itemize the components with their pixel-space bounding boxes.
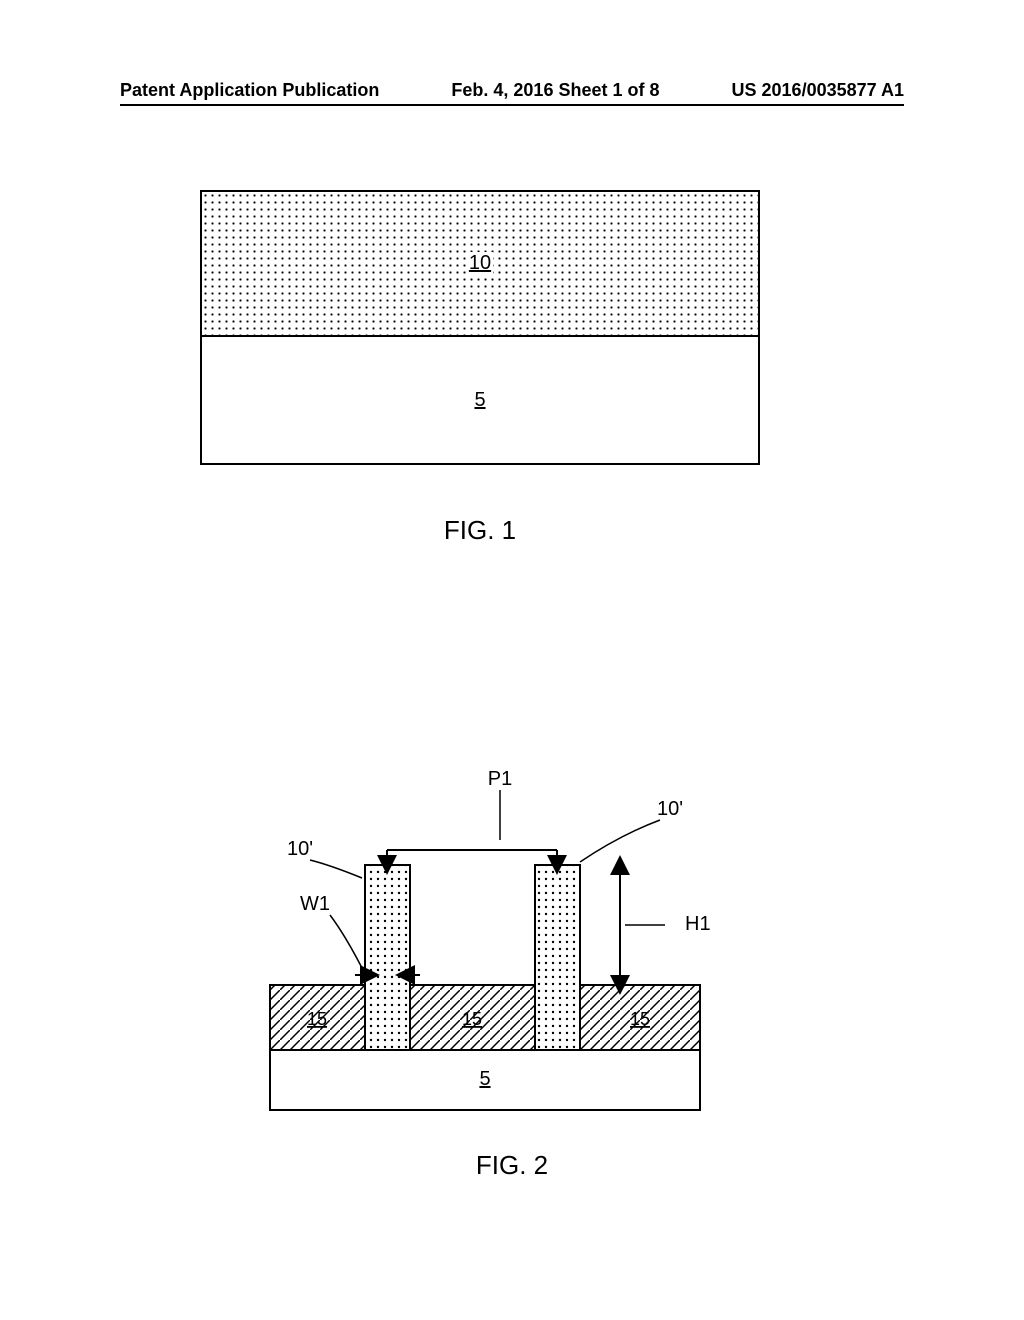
fig2-10prime-leader-left: [310, 860, 362, 878]
fig2-label-h1: H1: [685, 913, 711, 935]
fig1-layer-5: 5: [200, 335, 760, 465]
fig2-caption: FIG. 2: [0, 1150, 1024, 1181]
fig2-w1-leader: [330, 915, 362, 968]
fig1-label-10: 10: [467, 252, 493, 275]
fig2-label-10prime-right: 10': [657, 798, 683, 820]
fig2-label-w1: W1: [300, 893, 330, 915]
figure-2: 5 15 15 15 P1 W1 10' 10': [200, 740, 760, 1140]
header-divider: [120, 104, 904, 106]
header-right: US 2016/0035877 A1: [732, 80, 904, 101]
fig2-label-5: 5: [479, 1068, 490, 1090]
fig2-fin-left: [365, 865, 410, 1050]
fig2-label-15-right: 15: [630, 1009, 650, 1029]
fig2-fin-right: [535, 865, 580, 1050]
fig2-label-15-mid: 15: [462, 1009, 482, 1029]
fig1-caption: FIG. 1: [200, 515, 760, 546]
fig2-svg: 5 15 15 15 P1 W1 10' 10': [200, 740, 760, 1140]
fig2-label-p1: P1: [488, 768, 512, 790]
figure-1: 10 5 FIG. 1: [200, 190, 760, 546]
header-left: Patent Application Publication: [120, 80, 379, 101]
header-center: Feb. 4, 2016 Sheet 1 of 8: [451, 80, 659, 101]
fig1-layer-10: 10: [200, 190, 760, 335]
fig2-10prime-leader-right: [580, 820, 660, 862]
fig1-label-5: 5: [474, 389, 485, 412]
fig2-label-10prime-left: 10': [287, 838, 313, 860]
page-header: Patent Application Publication Feb. 4, 2…: [0, 80, 1024, 101]
fig2-label-15-left: 15: [307, 1009, 327, 1029]
